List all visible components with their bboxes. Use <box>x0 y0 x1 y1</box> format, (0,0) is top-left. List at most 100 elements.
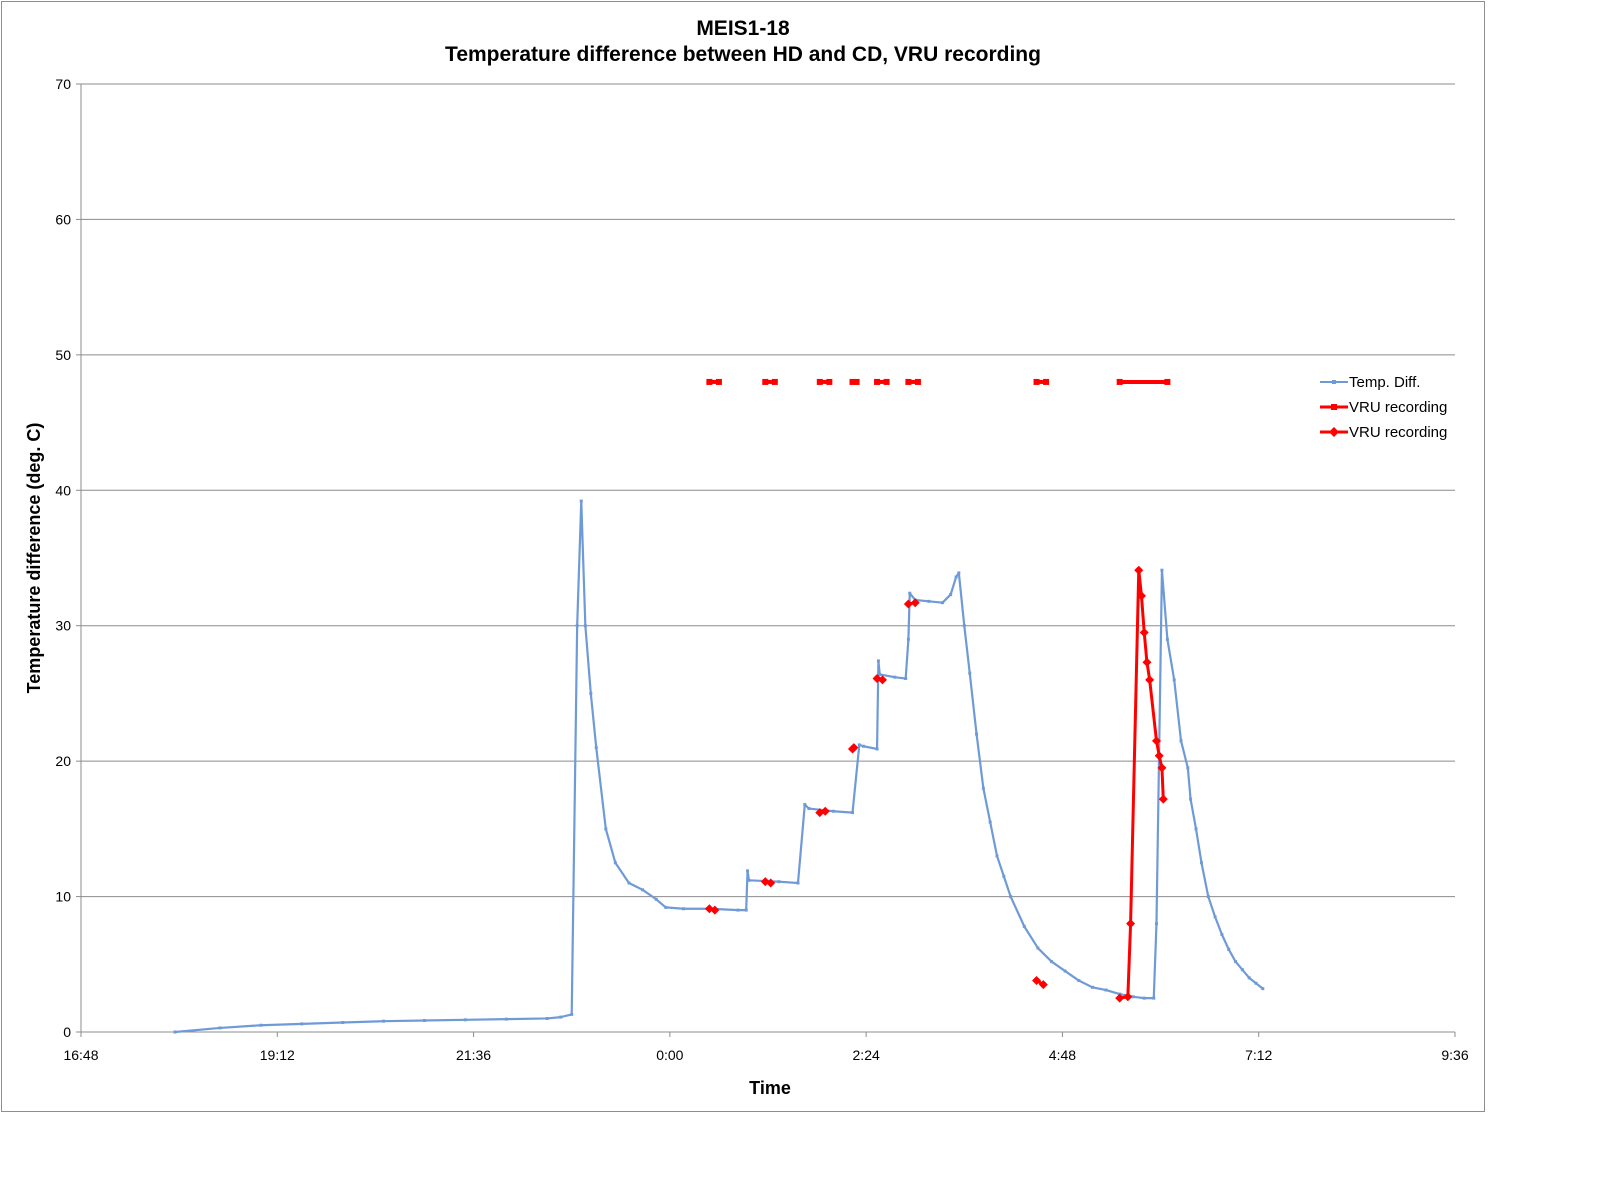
temp-diff-point-53 <box>981 786 985 790</box>
temp-diff-point-71 <box>1165 637 1169 641</box>
temp-diff-point-59 <box>1036 946 1040 950</box>
temp-diff-point-3 <box>300 1022 304 1026</box>
temp-diff-point-39 <box>878 672 882 676</box>
vru-point-7-1 <box>1123 992 1133 1002</box>
temp-diff-point-19 <box>627 881 631 885</box>
vru-interval-start-6 <box>1033 378 1040 385</box>
vru-point-4-1 <box>878 675 887 685</box>
temp-diff-point-45 <box>927 599 931 603</box>
vru-point-5-0 <box>903 599 913 609</box>
vru-interval-start-0 <box>706 378 713 385</box>
vru-point-7-5 <box>1139 627 1149 637</box>
temp-diff-point-12 <box>575 624 579 628</box>
plot-area <box>173 378 1265 1034</box>
vru-interval-start-5 <box>905 378 912 385</box>
vru-interval-end-6 <box>1043 378 1050 385</box>
temp-diff-point-83 <box>1240 968 1244 972</box>
chart-subtitle: Temperature difference between HD and CD… <box>445 43 1041 66</box>
x-tick-label-16-48: 16:48 <box>63 1047 98 1063</box>
temp-diff-point-21 <box>654 897 658 901</box>
temp-diff-point-42 <box>906 637 910 641</box>
temp-diff-point-4 <box>341 1021 345 1025</box>
temp-diff-point-84 <box>1247 976 1251 980</box>
temp-diff-point-33 <box>831 809 835 813</box>
temp-diff-point-76 <box>1194 827 1198 831</box>
legend-item-vru-recording-1: VRU recording <box>1320 399 1447 416</box>
x-axis-title: Time <box>749 1078 791 1098</box>
legend-label-vru-recording-1: VRU recording <box>1349 399 1447 416</box>
vru-interval-start-3 <box>849 378 856 385</box>
vru-point-3-1 <box>849 743 859 753</box>
vru-point-7-9 <box>1154 751 1164 761</box>
vru-interval-end-2 <box>826 378 833 385</box>
vru-point-7-8 <box>1151 736 1161 746</box>
temp-diff-point-2 <box>259 1023 263 1027</box>
temp-diff-point-1 <box>218 1026 222 1030</box>
chart-frame: 0 10 20 30 40 50 60 70 16:48 19:12 21:36 0:00 2:24 4… <box>1 1 1485 1112</box>
temp-diff-point-0 <box>173 1030 177 1034</box>
temp-diff-point-55 <box>995 854 999 858</box>
vru-point-6-1 <box>1038 980 1048 990</box>
vru-point-0-1 <box>710 905 720 915</box>
temp-diff-point-73 <box>1179 739 1183 743</box>
vru-interval-start-1 <box>762 378 769 385</box>
temp-diff-point-23 <box>681 907 685 911</box>
vru-interval-end-1 <box>771 378 778 385</box>
temp-diff-point-5 <box>382 1019 386 1023</box>
vru-point-7-11 <box>1158 794 1168 804</box>
temp-diff-point-20 <box>641 888 645 892</box>
vru-point-7-0 <box>1115 993 1125 1003</box>
temp-diff-point-7 <box>463 1018 467 1022</box>
x-tick-label-9-36: 9:36 <box>1441 1047 1468 1063</box>
temp-diff-point-41 <box>904 677 908 681</box>
temp-diff-point-29 <box>777 880 781 884</box>
grid-lines <box>81 83 1455 898</box>
x-tick-label-19-12: 19:12 <box>260 1047 295 1063</box>
temp-diff-point-37 <box>875 747 879 751</box>
temp-diff-point-30 <box>796 881 800 885</box>
axes <box>76 83 1456 1037</box>
legend-marker-vru-2 <box>1329 427 1339 437</box>
temp-diff-point-10 <box>559 1015 563 1019</box>
temp-diff-point-9 <box>545 1016 549 1020</box>
temp-diff-point-22 <box>664 905 668 909</box>
y-tick-label-20: 20 <box>55 753 71 769</box>
y-tick-label-70: 70 <box>55 76 71 92</box>
temp-diff-point-28 <box>747 878 751 882</box>
temp-diff-point-36 <box>861 744 865 748</box>
vru-point-6-0 <box>1032 976 1042 986</box>
vru-point-7-10 <box>1157 763 1167 773</box>
temp-diff-point-62 <box>1077 979 1081 983</box>
y-tick-label-0: 0 <box>63 1024 71 1040</box>
temp-diff-point-80 <box>1220 932 1224 936</box>
temp-diff-point-75 <box>1189 797 1193 801</box>
temp-diff-point-26 <box>744 908 748 912</box>
temp-diff-point-46 <box>940 601 944 605</box>
x-tick-label-7-12: 7:12 <box>1245 1047 1272 1063</box>
temp-diff-point-69 <box>1154 922 1158 926</box>
chart-title: MEIS1-18 <box>696 17 790 40</box>
temp-diff-point-86 <box>1261 987 1265 991</box>
legend-label-vru-recording-2: VRU recording <box>1349 424 1447 441</box>
temp-diff-point-79 <box>1213 915 1217 919</box>
temp-diff-point-67 <box>1142 996 1146 1000</box>
temp-diff-point-15 <box>589 691 593 695</box>
legend-item-temp-diff: Temp. Diff. <box>1320 374 1420 391</box>
temp-diff-point-48 <box>954 575 958 579</box>
temp-diff-point-85 <box>1254 981 1258 985</box>
temp-diff-point-54 <box>988 820 992 824</box>
legend: Temp. Diff. VRU recording VRU recording <box>1320 374 1447 441</box>
temp-diff-point-78 <box>1206 895 1210 899</box>
temp-diff-line <box>174 500 1264 1034</box>
temp-diff-point-47 <box>949 593 953 597</box>
x-tick-label-21-36: 21:36 <box>456 1047 491 1063</box>
temp-diff-point-52 <box>975 732 979 736</box>
x-tick-label-2-24: 2:24 <box>853 1047 880 1063</box>
temp-diff-point-40 <box>893 675 897 679</box>
vru-interval-end-0 <box>715 378 722 385</box>
temp-diff-point-35 <box>857 743 861 747</box>
temp-diff-point-64 <box>1104 988 1108 992</box>
vru-interval-end-4 <box>883 378 890 385</box>
temp-diff-point-58 <box>1022 924 1026 928</box>
vru-point-2-1 <box>820 806 830 816</box>
